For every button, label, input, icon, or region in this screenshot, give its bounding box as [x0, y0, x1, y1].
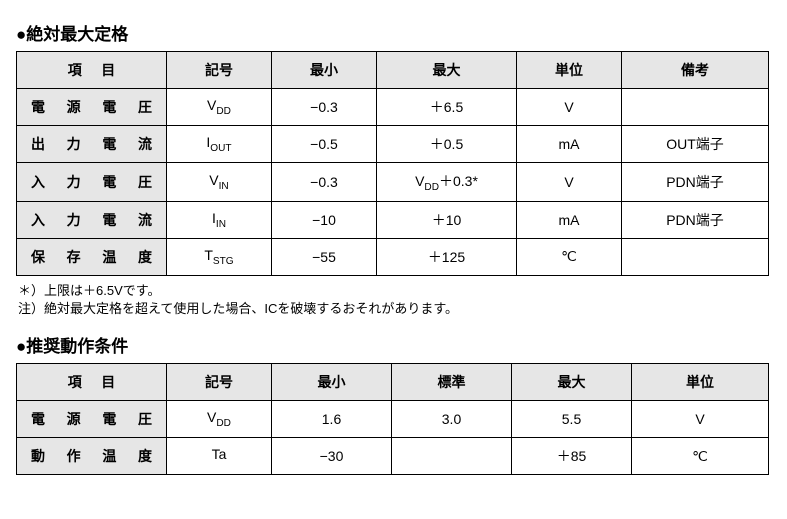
- cell-max: VDD＋0.3*: [377, 163, 517, 202]
- cell-min: −30: [272, 438, 392, 475]
- cell-min: −55: [272, 238, 377, 275]
- cell-remark: OUT端子: [622, 126, 769, 163]
- cell-unit: V: [517, 163, 622, 202]
- cell-symbol: VDD: [167, 89, 272, 126]
- cell-item: 入力電圧: [17, 163, 167, 202]
- table1-header-row: 項目 記号 最小 最大 単位 備考: [17, 52, 769, 89]
- cell-symbol: VIN: [167, 163, 272, 202]
- cell-min: −10: [272, 201, 377, 238]
- cell-item: 電源電圧: [17, 89, 167, 126]
- cell-unit: ℃: [632, 438, 769, 475]
- cell-typ: 3.0: [392, 401, 512, 438]
- section1-title: ●絶対最大定格: [16, 20, 771, 45]
- cell-max: ＋85: [512, 438, 632, 475]
- col-item: 項目: [17, 364, 167, 401]
- cell-symbol: TSTG: [167, 238, 272, 275]
- cell-item: 電源電圧: [17, 401, 167, 438]
- cell-min: 1.6: [272, 401, 392, 438]
- cell-unit: V: [632, 401, 769, 438]
- col-item: 項目: [17, 52, 167, 89]
- table-row: 入力電流 IIN −10 ＋10 mA PDN端子: [17, 201, 769, 238]
- table2-header-row: 項目 記号 最小 標準 最大 単位: [17, 364, 769, 401]
- cell-max: 5.5: [512, 401, 632, 438]
- col-min: 最小: [272, 52, 377, 89]
- cell-unit: mA: [517, 126, 622, 163]
- col-symbol: 記号: [167, 52, 272, 89]
- cell-remark: PDN端子: [622, 201, 769, 238]
- cell-unit: V: [517, 89, 622, 126]
- cell-symbol: IIN: [167, 201, 272, 238]
- table-row: 保存温度 TSTG −55 ＋125 ℃: [17, 238, 769, 275]
- cell-max: ＋0.5: [377, 126, 517, 163]
- col-max: 最大: [512, 364, 632, 401]
- cell-typ: [392, 438, 512, 475]
- cell-min: −0.3: [272, 89, 377, 126]
- table-row: 動作温度 Ta −30 ＋85 ℃: [17, 438, 769, 475]
- col-unit: 単位: [632, 364, 769, 401]
- col-min: 最小: [272, 364, 392, 401]
- cell-remark: PDN端子: [622, 163, 769, 202]
- cell-symbol: VDD: [167, 401, 272, 438]
- cell-symbol: IOUT: [167, 126, 272, 163]
- col-unit: 単位: [517, 52, 622, 89]
- col-symbol: 記号: [167, 364, 272, 401]
- table-row: 入力電圧 VIN −0.3 VDD＋0.3* V PDN端子: [17, 163, 769, 202]
- recommended-op-table: 項目 記号 最小 標準 最大 単位 電源電圧 VDD 1.6 3.0 5.5 V…: [16, 363, 769, 475]
- cell-min: −0.3: [272, 163, 377, 202]
- note-line: 注）絶対最大定格を超えて使用した場合、ICを破壊するおそれがあります。: [18, 300, 771, 318]
- cell-remark: [622, 89, 769, 126]
- table-row: 電源電圧 VDD 1.6 3.0 5.5 V: [17, 401, 769, 438]
- col-max: 最大: [377, 52, 517, 89]
- cell-unit: ℃: [517, 238, 622, 275]
- cell-remark: [622, 238, 769, 275]
- abs-max-ratings-table: 項目 記号 最小 最大 単位 備考 電源電圧 VDD −0.3 ＋6.5 V 出…: [16, 51, 769, 276]
- cell-item: 動作温度: [17, 438, 167, 475]
- cell-max: ＋6.5: [377, 89, 517, 126]
- cell-symbol: Ta: [167, 438, 272, 475]
- cell-item: 保存温度: [17, 238, 167, 275]
- table-row: 電源電圧 VDD −0.3 ＋6.5 V: [17, 89, 769, 126]
- cell-max: ＋10: [377, 201, 517, 238]
- col-remark: 備考: [622, 52, 769, 89]
- cell-unit: mA: [517, 201, 622, 238]
- table-row: 出力電流 IOUT −0.5 ＋0.5 mA OUT端子: [17, 126, 769, 163]
- section2-title: ●推奨動作条件: [16, 332, 771, 357]
- note-line: ＊）上限は＋6.5Vです。: [18, 282, 771, 300]
- section1-notes: ＊）上限は＋6.5Vです。 注）絶対最大定格を超えて使用した場合、ICを破壊する…: [18, 282, 771, 318]
- cell-item: 出力電流: [17, 126, 167, 163]
- cell-max: ＋125: [377, 238, 517, 275]
- col-typ: 標準: [392, 364, 512, 401]
- cell-min: −0.5: [272, 126, 377, 163]
- cell-item: 入力電流: [17, 201, 167, 238]
